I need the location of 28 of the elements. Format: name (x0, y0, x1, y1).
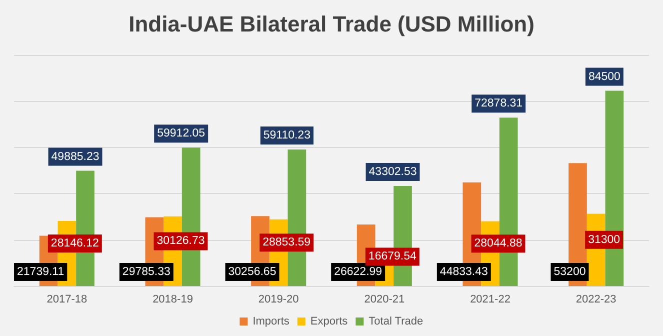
x-tick-label: 2022-23 (576, 294, 616, 306)
data-label: 44833.43 (440, 266, 488, 278)
x-tick-label: 2020-21 (364, 294, 405, 306)
chart-title: India-UAE Bilateral Trade (USD Million) (128, 12, 534, 36)
data-label: 26622.99 (334, 266, 382, 278)
legend-label: Imports (252, 316, 290, 328)
data-label: 49885.23 (51, 150, 100, 163)
data-label: 31300 (588, 234, 620, 246)
data-label: 59110.23 (263, 129, 310, 142)
x-tick-label: 2018-19 (152, 294, 193, 306)
data-label: 30126.73 (156, 235, 205, 248)
legend-label: Total Trade (368, 316, 424, 328)
data-label: 43302.53 (368, 166, 417, 178)
data-label: 59912.05 (157, 128, 206, 140)
data-label: 28146.12 (50, 237, 99, 250)
legend-label: Exports (310, 316, 348, 328)
data-label: 53200 (554, 266, 586, 278)
x-tick-label: 2019-20 (258, 294, 299, 306)
x-tick-label: 2021-22 (470, 294, 510, 306)
data-label: 30256.65 (228, 266, 276, 278)
data-label: 28853.59 (262, 236, 311, 249)
data-label: 29785.33 (122, 266, 170, 278)
data-label: 72878.31 (474, 98, 523, 110)
data-label: 28044.88 (474, 238, 522, 250)
data-label: 16679.54 (368, 250, 417, 263)
data-label: 21739.11 (17, 266, 64, 278)
data-label: 84500 (588, 70, 620, 83)
x-tick-label: 2017-18 (46, 294, 88, 306)
